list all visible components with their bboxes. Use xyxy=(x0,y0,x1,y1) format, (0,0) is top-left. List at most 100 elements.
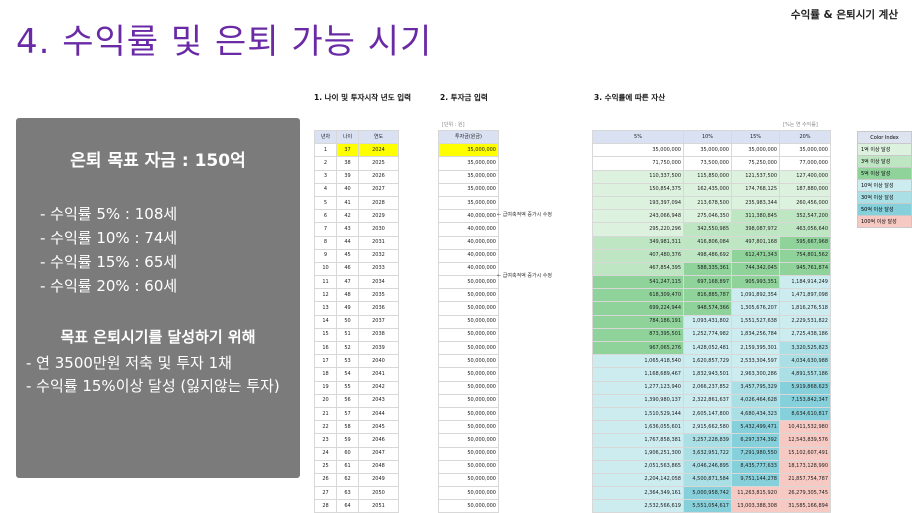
asset-value-cell: 21,857,754,787 xyxy=(779,472,831,488)
table-row: 2 38 2025 xyxy=(314,156,399,171)
investment-cell: 50,000,000 xyxy=(438,420,499,435)
table-row: 873,395,501 1,252,774,982 1,834,256,784 2,7… xyxy=(592,327,831,343)
year-cell: 2051 xyxy=(358,499,399,513)
age-cell: 54 xyxy=(336,367,359,382)
age-cell: 47 xyxy=(336,275,359,290)
table-row: 50,000,000 xyxy=(438,354,499,369)
table-row: 784,186,191 1,093,431,802 1,551,527,638 2,2… xyxy=(592,314,831,329)
asset-value-cell: 407,480,376 xyxy=(592,248,684,263)
table-row: 1,168,689,467 1,832,943,501 2,963,300,286 4… xyxy=(592,367,831,382)
col-header-rate-20: 20% xyxy=(779,129,831,145)
table-row: 14 50 2037 xyxy=(314,314,399,329)
table-row: 1,636,055,601 2,915,662,580 5,432,499,471 1… xyxy=(592,420,831,435)
table-row: 11 47 2034 xyxy=(314,275,399,290)
asset-value-cell: 612,471,343 xyxy=(731,248,780,263)
table-row: 467,854,395 588,335,361 744,342,045 945,761… xyxy=(592,261,831,277)
year-index-cell: 4 xyxy=(314,182,337,197)
legend-title: Color Index xyxy=(857,131,912,144)
table-row: 35,000,000 xyxy=(438,143,499,158)
investment-cell: 50,000,000 xyxy=(438,472,499,488)
asset-value-cell: 150,854,375 xyxy=(592,182,684,197)
asset-value-cell: 497,801,168 xyxy=(731,235,780,250)
table-row: 150,854,375 162,435,000 174,768,125 187,880… xyxy=(592,182,831,197)
year-cell: 2039 xyxy=(358,340,399,356)
asset-value-cell: 5,919,868,623 xyxy=(779,380,831,395)
year-cell: 2042 xyxy=(358,380,399,395)
asset-value-cell: 697,168,897 xyxy=(683,275,732,290)
table-row: 50,000,000 xyxy=(438,499,499,513)
table-row: 15 51 2038 xyxy=(314,327,399,343)
table-row: 5 41 2028 xyxy=(314,195,399,211)
table-row: 9 45 2032 xyxy=(314,248,399,263)
table-row: 4 40 2027 xyxy=(314,182,399,197)
legend-item: 1억 이상 달성 xyxy=(857,143,912,156)
asset-value-cell: 10,411,532,980 xyxy=(779,420,831,435)
table-row: 2,204,142,058 4,500,871,584 9,751,144,278 2… xyxy=(592,472,831,488)
table-row: 1,510,529,144 2,605,147,800 4,680,434,323 8… xyxy=(592,406,831,422)
legend-item: 30억 이상 달성 xyxy=(857,191,912,204)
asset-value-cell: 4,680,434,323 xyxy=(731,406,780,422)
summary-subheading: 목표 은퇴시기를 달성하기 위해 xyxy=(60,328,256,346)
investment-cell: 40,000,000 xyxy=(438,248,499,263)
year-index-cell: 13 xyxy=(314,301,337,316)
year-cell: 2025 xyxy=(358,156,399,171)
age-cell: 45 xyxy=(336,248,359,263)
asset-value-cell: 4,026,464,628 xyxy=(731,393,780,408)
table-row: 50,000,000 xyxy=(438,367,499,382)
year-index-cell: 12 xyxy=(314,288,337,303)
asset-value-cell: 35,000,000 xyxy=(779,143,831,158)
table-row: 50,000,000 xyxy=(438,406,499,422)
asset-value-cell: 2,915,662,580 xyxy=(683,420,732,435)
table-row: 40,000,000 xyxy=(438,261,499,277)
year-index-cell: 9 xyxy=(314,248,337,263)
asset-value-cell: 26,279,305,745 xyxy=(779,486,831,501)
table-row: 24 60 2047 xyxy=(314,446,399,461)
age-cell: 63 xyxy=(336,486,359,501)
year-cell: 2032 xyxy=(358,248,399,263)
year-cell: 2041 xyxy=(358,367,399,382)
asset-value-cell: 3,632,951,722 xyxy=(683,446,732,461)
asset-value-cell: 1,168,689,467 xyxy=(592,367,684,382)
summary-panel: 은퇴 목표 자금 : 150억 - 수익률 5% : 108세 - 수익률 10… xyxy=(16,118,300,478)
asset-value-cell: 1,834,256,784 xyxy=(731,327,780,343)
asset-value-cell: 71,750,000 xyxy=(592,156,684,171)
asset-value-cell: 7,291,980,550 xyxy=(731,446,780,461)
table-row: 26 62 2049 xyxy=(314,472,399,488)
asset-value-cell: 1,816,276,518 xyxy=(779,301,831,316)
asset-value-cell: 1,551,527,638 xyxy=(731,314,780,329)
asset-value-cell: 9,751,144,278 xyxy=(731,472,780,488)
asset-value-cell: 398,087,972 xyxy=(731,222,780,237)
asset-value-cell: 873,395,501 xyxy=(592,327,684,343)
asset-value-cell: 905,993,351 xyxy=(731,275,780,290)
age-cell: 58 xyxy=(336,420,359,435)
table-row: 50,000,000 xyxy=(438,433,499,448)
table-row: 50,000,000 xyxy=(438,472,499,488)
table-row: 28 64 2051 xyxy=(314,499,399,513)
asset-value-cell: 1,832,943,501 xyxy=(683,367,732,382)
year-cell: 2030 xyxy=(358,222,399,237)
section3-heading: 3. 수익률에 따른 자산 xyxy=(594,93,666,102)
asset-value-cell: 115,850,000 xyxy=(683,169,732,184)
age-cell: 50 xyxy=(336,314,359,329)
year-cell: 2038 xyxy=(358,327,399,343)
table-row: 35,000,000 xyxy=(438,156,499,171)
year-index-cell: 26 xyxy=(314,472,337,488)
table-row: 50,000,000 xyxy=(438,314,499,329)
table-row: 541,247,115 697,168,897 905,993,351 1,184,9… xyxy=(592,275,831,290)
year-index-cell: 3 xyxy=(314,169,337,184)
asset-value-cell: 1,390,980,137 xyxy=(592,393,684,408)
table-row: 35,000,000 xyxy=(438,169,499,184)
asset-value-cell: 2,066,237,852 xyxy=(683,380,732,395)
asset-value-cell: 784,186,191 xyxy=(592,314,684,329)
asset-value-cell: 77,000,000 xyxy=(779,156,831,171)
asset-value-cell: 5,551,054,617 xyxy=(683,499,732,513)
asset-value-cell: 311,380,845 xyxy=(731,209,780,224)
table-row: 50,000,000 xyxy=(438,275,499,290)
asset-value-cell: 35,000,000 xyxy=(731,143,780,158)
asset-table: 5% 10% 15% 20% 35,000,000 35,000,000 35,00… xyxy=(592,129,831,513)
table-row: 6 42 2029 xyxy=(314,209,399,224)
year-index-cell: 17 xyxy=(314,354,337,369)
asset-value-cell: 7,153,842,347 xyxy=(779,393,831,408)
year-cell: 2029 xyxy=(358,209,399,224)
asset-value-cell: 35,000,000 xyxy=(592,143,684,158)
